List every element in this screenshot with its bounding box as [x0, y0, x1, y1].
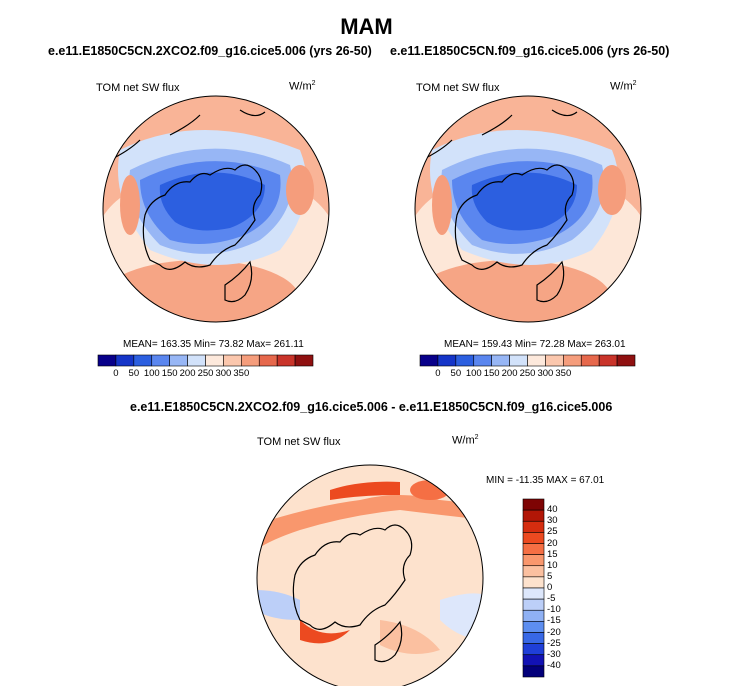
- right-colorbar-tick-label: 100: [465, 368, 482, 379]
- right-colorbar-tick-label: 350: [555, 368, 572, 379]
- diff-panel-title: e.e11.E1850C5CN.2XCO2.f09_g16.cice5.006 …: [130, 400, 613, 414]
- diff-colorbar-tick-label: -15: [547, 615, 561, 627]
- right-colorbar-swatch: [527, 354, 546, 367]
- left-colorbar-tick-label: 250: [197, 368, 214, 379]
- diff-units-label: W/m2: [452, 434, 479, 447]
- left-map-field: [103, 96, 329, 322]
- left-colorbar-tick-label: 100: [143, 368, 160, 379]
- left-colorbar-swatch: [133, 354, 153, 367]
- left-colorbar-swatch: [97, 354, 117, 367]
- right-colorbar-swatch: [473, 354, 492, 367]
- diff-colorbar-swatch: [522, 609, 545, 622]
- diff-colorbar-swatch: [522, 543, 545, 555]
- left-colorbar-tick-label: 50: [128, 368, 140, 379]
- left-colorbar-tick-label: 200: [179, 368, 196, 379]
- left-colorbar-swatch: [151, 354, 170, 367]
- right-colorbar-tick-label: 0: [435, 368, 441, 379]
- diff-colorbar-swatch: [522, 520, 545, 533]
- diff-colorbar-tick-label: -20: [547, 626, 561, 638]
- left-colorbar-swatch: [223, 354, 242, 367]
- right-units-label: W/m2: [610, 80, 637, 93]
- right-colorbar-tick-label: 200: [501, 368, 518, 379]
- left-colorbar-swatch: [205, 354, 224, 367]
- left-colorbar-swatch: [258, 354, 278, 367]
- diff-stats: MIN = -11.35 MAX = 67.01: [486, 475, 605, 486]
- diff-colorbar-tick-label: -40: [547, 659, 561, 671]
- diff-map-border: [256, 464, 484, 686]
- diff-colorbar-tick-label: -30: [547, 648, 561, 660]
- diff-colorbar-tick-label: -5: [547, 593, 556, 605]
- right-colorbar-swatch: [419, 354, 439, 367]
- left-colorbar-tick-label: 300: [215, 368, 232, 379]
- diff-colorbar-swatch: [522, 621, 545, 633]
- left-units-label: W/m2: [289, 80, 316, 93]
- left-colorbar-swatch: [276, 354, 296, 367]
- diff-colorbar-swatch: [522, 587, 545, 600]
- right-panel-title: e.e11.E1850C5CN.f09_g16.cice5.006 (yrs 2…: [390, 44, 670, 58]
- left-colorbar-tick-label: 150: [161, 368, 178, 379]
- diff-colorbar-tick-label: 25: [547, 526, 558, 538]
- diff-colorbar-tick-label: -25: [547, 637, 561, 649]
- diff-colorbar-tick-label: 20: [547, 537, 558, 549]
- page-title: MAM: [340, 14, 393, 39]
- diff-colorbar-swatch: [522, 509, 545, 522]
- diff-colorbar-swatch: [522, 598, 545, 611]
- diff-colorbar-tick-label: 15: [547, 548, 558, 560]
- diff-colorbar-tick-label: 5: [547, 570, 553, 582]
- diff-colorbar-swatch: [522, 654, 545, 667]
- right-colorbar-swatch: [580, 354, 600, 367]
- right-colorbar-swatch: [563, 354, 582, 367]
- left-colorbar-swatch: [169, 354, 188, 367]
- left-map-border: [102, 95, 330, 323]
- right-colorbar-tick-label: 50: [450, 368, 462, 379]
- diff-colorbar-tick-label: 0: [547, 582, 553, 593]
- diff-colorbar-swatch: [522, 576, 545, 589]
- right-map-border: [414, 95, 642, 323]
- diff-colorbar-tick-label: 10: [547, 559, 558, 571]
- diff-colorbar-swatch: [522, 532, 545, 544]
- left-colorbar-tick-label: 0: [113, 368, 119, 379]
- right-colorbar-tick-label: 250: [519, 368, 536, 379]
- diff-colorbar-tick-label: -10: [547, 604, 561, 616]
- diff-variable-label: TOM net SW flux: [257, 436, 341, 448]
- left-colorbar-swatch: [187, 354, 206, 367]
- left-colorbar-tick-label: 350: [233, 368, 250, 379]
- right-colorbar-swatch: [509, 354, 528, 367]
- right-colorbar-swatch: [545, 354, 564, 367]
- diff-colorbar-swatch: [522, 632, 545, 644]
- right-colorbar-tick-label: 150: [483, 368, 500, 379]
- diff-colorbar-swatch: [522, 665, 545, 678]
- right-colorbar-tick-label: 300: [537, 368, 554, 379]
- right-variable-label: TOM net SW flux: [416, 82, 500, 94]
- left-colorbar-swatch: [241, 354, 260, 367]
- right-colorbar-swatch: [491, 354, 510, 367]
- right-stats: MEAN= 159.43 Min= 72.28 Max= 263.01: [444, 339, 626, 350]
- diff-coastlines: [292, 524, 413, 663]
- diff-colorbar-swatch: [522, 643, 545, 656]
- left-colorbar-swatch: [115, 354, 135, 367]
- diff-colorbar-tick-label: 30: [547, 515, 558, 527]
- right-colorbar-swatch: [598, 354, 618, 367]
- left-panel-title: e.e11.E1850C5CN.2XCO2.f09_g16.cice5.006 …: [48, 44, 372, 58]
- diff-colorbar-tick-label: 40: [547, 504, 558, 516]
- left-variable-label: TOM net SW flux: [96, 82, 180, 94]
- right-colorbar-swatch: [455, 354, 475, 367]
- left-colorbar-swatch: [294, 354, 314, 367]
- diff-colorbar-swatch: [522, 554, 545, 567]
- diff-colorbar-swatch: [522, 498, 545, 511]
- right-colorbar-swatch: [437, 354, 457, 367]
- right-colorbar-swatch: [616, 354, 636, 367]
- left-stats: MEAN= 163.35 Min= 73.82 Max= 261.11: [123, 339, 304, 350]
- right-map-field: [415, 96, 641, 322]
- diff-colorbar-swatch: [522, 565, 545, 578]
